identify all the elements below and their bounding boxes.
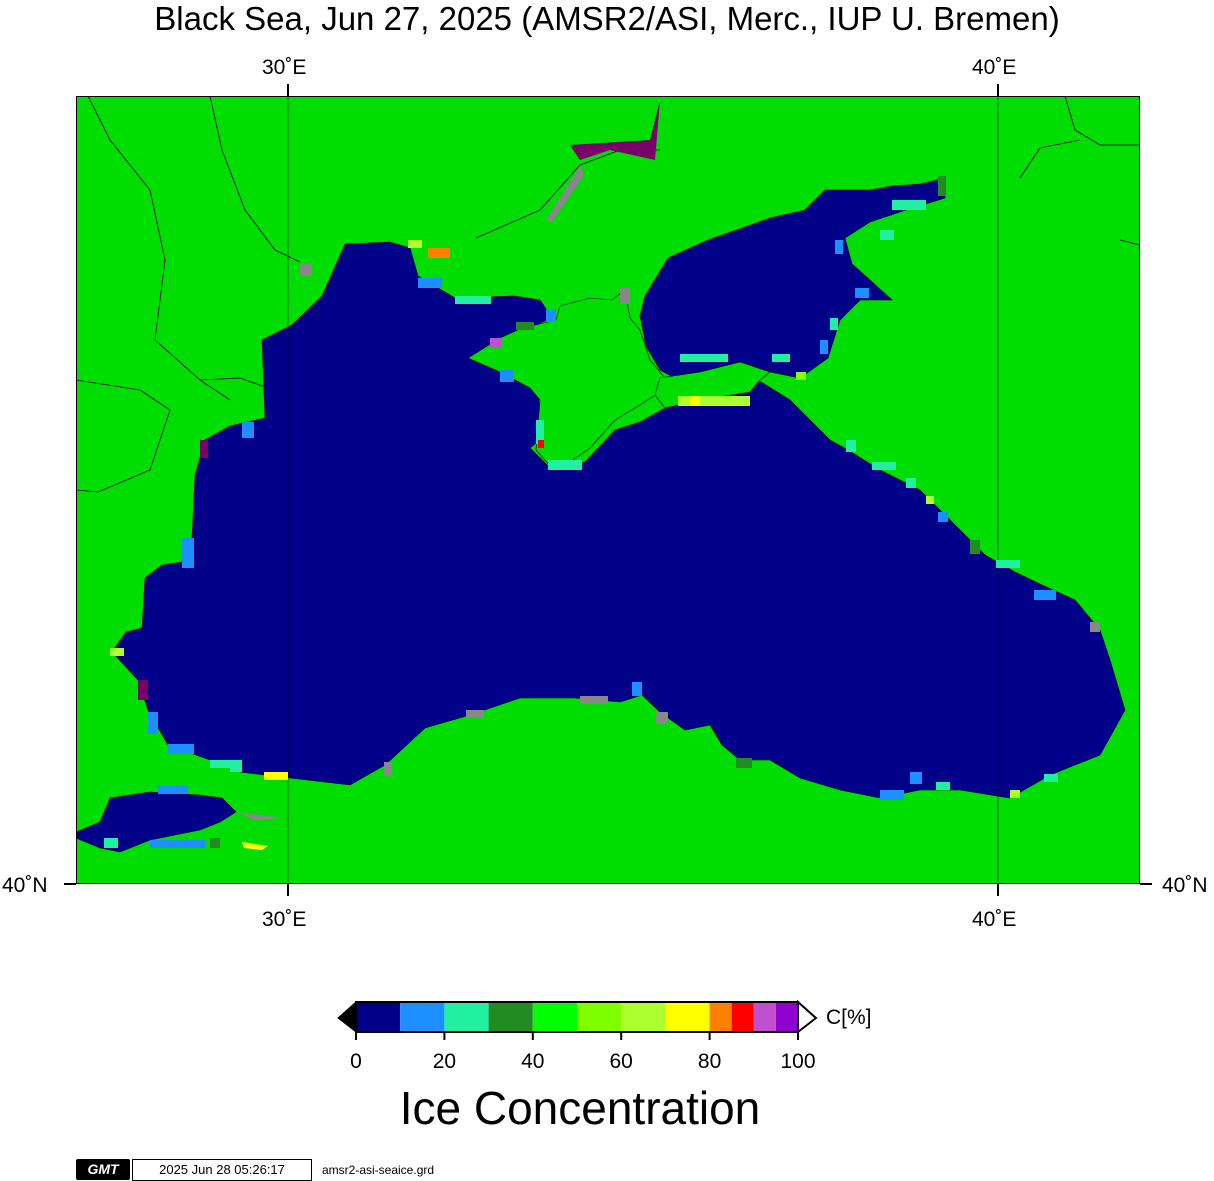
colorbar-bin-60-70 [621, 1002, 666, 1032]
colorbar-bin-0-10 [356, 1002, 401, 1032]
colorbar-bin-30-40 [488, 1002, 533, 1032]
colorbar-arrow-right [797, 999, 818, 1035]
map-title: Black Sea, Jun 27, 2025 (AMSR2/ASI, Merc… [154, 0, 1060, 37]
map-svg [76, 96, 1140, 884]
colorbar-bin-10-20 [400, 1002, 445, 1032]
colorbar-arrow-left [337, 1000, 357, 1034]
colorbar-bin-70-80 [665, 1002, 710, 1032]
timestamp-box: 2025 Jun 28 05:26:17 [132, 1159, 312, 1181]
colorbar-bin-85-90 [731, 1002, 754, 1032]
colorbar-frame [355, 1001, 799, 1033]
colorbar-bin-95-100 [775, 1002, 798, 1032]
lat-label-right-40n: 40˚N [1162, 874, 1208, 897]
colorbar-tick-label-100: 100 [780, 1050, 816, 1073]
colorbar-title: Ice Concentration [399, 1082, 761, 1134]
grid-filename: amsr2-asi-seaice.grd [322, 1163, 435, 1177]
colorbar-bin-50-60 [577, 1002, 622, 1032]
colorbar-bins [356, 1002, 798, 1032]
lat-label-left-40n: 40˚N [2, 874, 48, 897]
gmt-logo: GMT [76, 1159, 130, 1180]
colorbar-unit: C[%] [826, 1006, 872, 1029]
lon-label-bottom-40e: 40˚E [972, 908, 1017, 931]
colorbar [337, 999, 818, 1040]
colorbar-tick-label-20: 20 [432, 1050, 457, 1073]
colorbar-bin-20-30 [444, 1002, 489, 1032]
colorbar-bin-40-50 [532, 1002, 577, 1032]
colorbar-tick-label-0: 0 [350, 1050, 362, 1073]
colorbar-tick-label-80: 80 [697, 1050, 722, 1073]
lon-label-top-30e: 30˚E [262, 56, 307, 79]
colorbar-bin-80-85 [709, 1002, 732, 1032]
map-panel[interactable] [76, 96, 1140, 884]
colorbar-ticks [355, 1032, 799, 1040]
lon-label-bottom-30e: 30˚E [262, 908, 307, 931]
colorbar-tick-label-60: 60 [609, 1050, 633, 1073]
graticule [287, 96, 999, 884]
colorbar-tick-label-40: 40 [521, 1050, 545, 1073]
marmara-sea-water [76, 791, 237, 853]
lon-label-top-40e: 40˚E [972, 56, 1017, 79]
coastal-pixels [104, 100, 1100, 850]
colorbar-bin-90-95 [753, 1002, 776, 1032]
